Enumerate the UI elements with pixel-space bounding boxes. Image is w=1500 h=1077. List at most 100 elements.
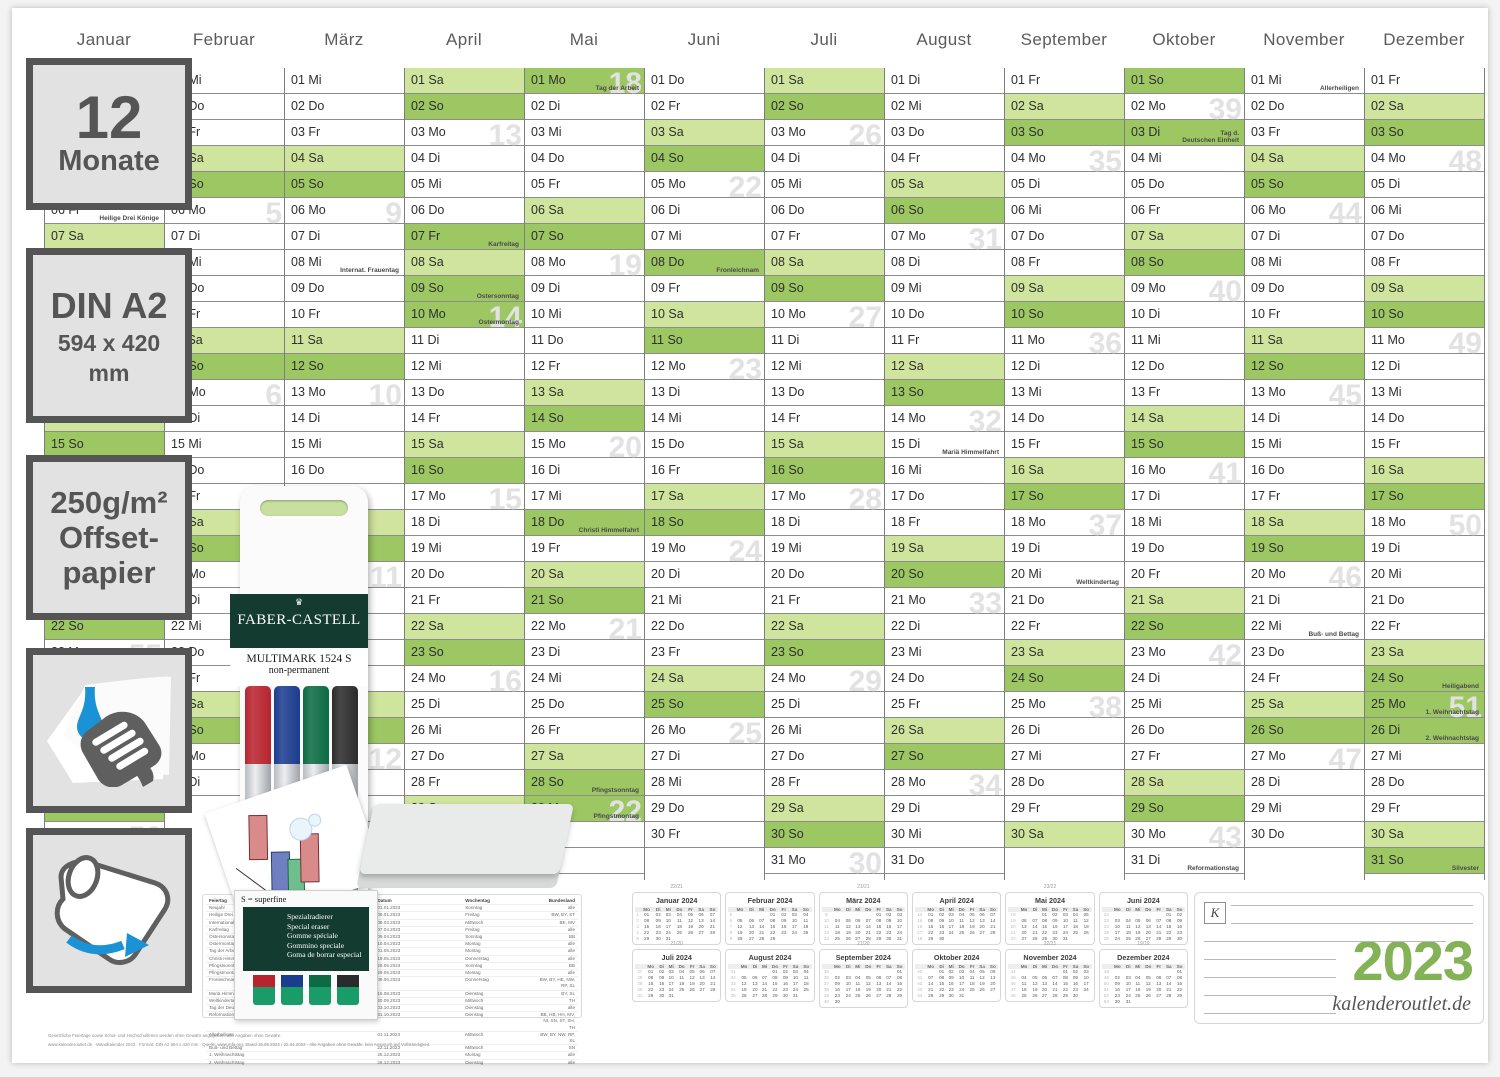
day-cell[interactable]: 23 Sa	[1365, 640, 1484, 666]
day-cell[interactable]: 31 Do	[885, 848, 1004, 874]
day-cell[interactable]: 23 So	[405, 640, 524, 666]
day-cell[interactable]: 05 Mo	[645, 172, 764, 198]
day-cell[interactable]: 24 Mo	[765, 666, 884, 692]
day-cell[interactable]: 30 So	[765, 822, 884, 848]
day-cell[interactable]: 13 Do	[405, 380, 524, 406]
day-cell[interactable]: 12 Mi	[405, 354, 524, 380]
day-cell[interactable]: 07 Di	[165, 224, 284, 250]
day-cell[interactable]: 30 Fr	[645, 822, 764, 848]
day-cell[interactable]: 15 Sa	[765, 432, 884, 458]
day-cell[interactable]: 04 Mo	[1365, 146, 1484, 172]
day-cell[interactable]: 16 So	[405, 458, 524, 484]
day-cell[interactable]: 19 Mo	[645, 536, 764, 562]
day-cell[interactable]: 12 Mo	[645, 354, 764, 380]
day-cell[interactable]: 17 So	[1005, 484, 1124, 510]
day-cell[interactable]: 26 Do	[1125, 718, 1244, 744]
day-cell[interactable]: 14 Mi	[645, 406, 764, 432]
day-cell[interactable]: 24 Fr	[1245, 666, 1364, 692]
day-cell[interactable]: 13 Mo	[285, 380, 404, 406]
day-cell[interactable]: 01 Fr	[1005, 68, 1124, 94]
day-cell[interactable]: 26 Di 2. Weihnachtstag	[1365, 718, 1484, 744]
day-cell[interactable]: 27 Mi	[1365, 744, 1484, 770]
day-cell[interactable]: 07 Di	[285, 224, 404, 250]
day-cell[interactable]: 11 Mo	[1365, 328, 1484, 354]
day-cell[interactable]: 20 Mi	[1365, 562, 1484, 588]
day-cell[interactable]: 17 Sa	[645, 484, 764, 510]
day-cell[interactable]: 22 Sa	[765, 614, 884, 640]
day-cell[interactable]: 02 Do	[1245, 94, 1364, 120]
day-cell[interactable]: 14 Di	[285, 406, 404, 432]
day-cell[interactable]: 18 Sa	[1245, 510, 1364, 536]
day-cell[interactable]: 07 Fr Karfreitag	[405, 224, 524, 250]
day-cell[interactable]: 11 Sa	[1245, 328, 1364, 354]
day-cell[interactable]: 16 Di	[525, 458, 644, 484]
day-cell[interactable]: 21 Mo	[885, 588, 1004, 614]
day-cell[interactable]: 07 Di	[1245, 224, 1364, 250]
day-cell[interactable]: 02 So	[765, 94, 884, 120]
day-cell[interactable]: 24 Mo	[405, 666, 524, 692]
day-cell[interactable]: 17 Mi	[525, 484, 644, 510]
day-cell[interactable]: 01 Fr	[1365, 68, 1484, 94]
day-cell[interactable]: 06 So	[885, 198, 1004, 224]
day-cell[interactable]: 17 Do	[885, 484, 1004, 510]
day-cell[interactable]: 23 Fr	[645, 640, 764, 666]
day-cell[interactable]: 24 So Heiligabend	[1365, 666, 1484, 692]
day-cell[interactable]: 06 Mo	[1245, 198, 1364, 224]
day-cell[interactable]: 04 Mo	[1005, 146, 1124, 172]
day-cell[interactable]: 30 Sa	[1005, 822, 1124, 848]
day-cell[interactable]: 22 So	[1125, 614, 1244, 640]
day-cell[interactable]: 31 So Silvester	[1365, 848, 1484, 874]
day-cell[interactable]: 29 Fr	[1365, 796, 1484, 822]
day-cell[interactable]: 18 Fr	[885, 510, 1004, 536]
day-cell[interactable]: 26 Di	[1005, 718, 1124, 744]
day-cell[interactable]: 15 Mo	[525, 432, 644, 458]
day-cell[interactable]: 10 Di	[1125, 302, 1244, 328]
day-cell[interactable]: 21 Mi	[645, 588, 764, 614]
day-cell[interactable]: 02 Do	[285, 94, 404, 120]
day-cell[interactable]: 23 So	[765, 640, 884, 666]
day-cell[interactable]: 23 Mi	[885, 640, 1004, 666]
day-cell[interactable]: 08 Mi Internat. Frauentag	[285, 250, 404, 276]
day-cell[interactable]: 08 Do Fronleichnam	[645, 250, 764, 276]
day-cell[interactable]: 14 So	[525, 406, 644, 432]
day-cell[interactable]: 20 Mi Weltkindertag	[1005, 562, 1124, 588]
day-cell[interactable]: 08 Sa	[405, 250, 524, 276]
day-cell[interactable]: 20 Do	[405, 562, 524, 588]
day-cell[interactable]: 17 Di	[1125, 484, 1244, 510]
day-cell[interactable]: 09 So Ostersonntag	[405, 276, 524, 302]
day-cell[interactable]: 24 Mi	[525, 666, 644, 692]
day-cell[interactable]: 01 So	[1125, 68, 1244, 94]
day-cell[interactable]: 12 Mi	[765, 354, 884, 380]
day-cell[interactable]: 31 Di Reformationstag	[1125, 848, 1244, 874]
day-cell[interactable]: 17 Fr	[1245, 484, 1364, 510]
day-cell[interactable]: 15 Mi	[165, 432, 284, 458]
day-cell[interactable]: 27 Di	[645, 744, 764, 770]
day-cell[interactable]: 11 Do	[525, 328, 644, 354]
day-cell[interactable]: 06 Mi	[1005, 198, 1124, 224]
day-cell[interactable]: 23 Mo	[1125, 640, 1244, 666]
day-cell[interactable]: 07 Sa	[1125, 224, 1244, 250]
day-cell[interactable]: 18 Di	[405, 510, 524, 536]
day-cell[interactable]: 15 So	[45, 432, 164, 458]
day-cell[interactable]: 28 Do	[1005, 770, 1124, 796]
day-cell[interactable]: 03 Mo	[405, 120, 524, 146]
day-cell[interactable]: 05 Fr	[525, 172, 644, 198]
day-cell[interactable]: 07 Fr	[765, 224, 884, 250]
day-cell[interactable]: 04 So	[645, 146, 764, 172]
day-cell[interactable]: 29 So	[1125, 796, 1244, 822]
day-cell[interactable]: 26 So	[1245, 718, 1364, 744]
day-cell[interactable]: 28 Mo	[885, 770, 1004, 796]
notes-panel[interactable]: K 2023 kalenderoutlet.de	[1194, 892, 1484, 1024]
day-cell[interactable]: 06 Mi	[1365, 198, 1484, 224]
day-cell[interactable]: 11 Mi	[1125, 328, 1244, 354]
day-cell[interactable]: 01 Sa	[405, 68, 524, 94]
day-cell[interactable]: 27 Mo	[1245, 744, 1364, 770]
day-cell[interactable]: 25 Mo 1. Weihnachtstag	[1365, 692, 1484, 718]
day-cell[interactable]: 02 Mi	[885, 94, 1004, 120]
day-cell[interactable]: 07 Mo	[885, 224, 1004, 250]
day-cell[interactable]: 14 Mo	[885, 406, 1004, 432]
day-cell[interactable]: 25 Mi	[1125, 692, 1244, 718]
day-cell[interactable]: 04 Sa	[285, 146, 404, 172]
day-cell[interactable]: 14 Sa	[1125, 406, 1244, 432]
day-cell[interactable]: 26 Mi	[405, 718, 524, 744]
